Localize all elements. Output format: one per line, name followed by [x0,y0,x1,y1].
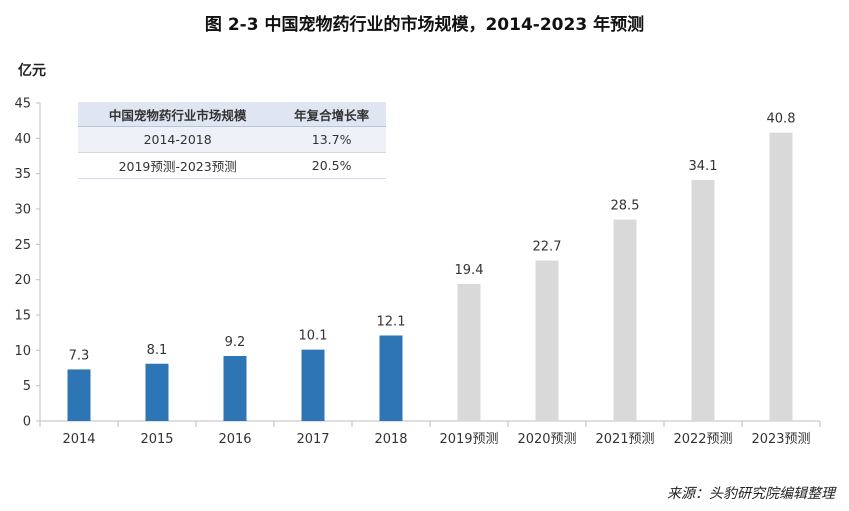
y-tick-label: 15 [14,309,31,324]
x-tick-label: 2018 [374,432,407,447]
x-tick-label: 2020预测 [517,432,576,447]
chart-title: 图 2-3 中国宠物药行业的市场规模，2014-2023 年预测 [204,15,645,35]
x-tick-label: 2019预测 [439,432,498,447]
bar [145,363,169,421]
y-axis-unit-label: 亿元 [18,63,46,79]
x-tick-label: 2016 [218,432,251,447]
y-tick-label: 25 [14,238,31,253]
bar [223,355,247,421]
bar [613,219,637,421]
y-tick-label: 45 [14,97,31,112]
x-tick-label: 2014 [62,432,95,447]
bar [457,283,481,421]
x-tick-label: 2017 [296,432,329,447]
table-row: 2019预测-2023预测 20.5% [78,152,386,179]
y-tick-label: 30 [14,203,31,218]
data-label: 40.8 [767,112,796,127]
bar [691,180,715,421]
bar [535,260,559,421]
table-cell-cagr: 13.7% [277,126,386,153]
data-label: 28.5 [611,199,640,214]
data-label: 19.4 [455,263,484,278]
table-header-cagr: 年复合增长率 [277,102,386,127]
bar [67,369,91,421]
data-label: 12.1 [377,314,406,329]
table-cell-period: 2019预测-2023预测 [78,152,278,179]
bar [379,335,403,421]
data-label: 9.2 [225,335,246,350]
data-label: 22.7 [533,240,562,255]
y-tick-label: 5 [23,379,31,394]
data-label: 8.1 [147,343,168,358]
source-note: 来源：头豹研究院编辑整理 [667,486,835,502]
cagr-table: 中国宠物药行业市场规模 年复合增长率 2014-2018 13.7% 2019预… [78,102,386,179]
table-cell-period: 2014-2018 [78,126,278,153]
bar [301,349,325,421]
y-tick-label: 20 [14,273,31,288]
table-cell-cagr: 20.5% [277,152,386,179]
x-tick-label: 2022预测 [673,432,732,447]
x-tick-label: 2021预测 [595,432,654,447]
table-header-market-size: 中国宠物药行业市场规模 [78,102,278,127]
bar [769,132,793,421]
data-label: 7.3 [69,348,90,363]
y-tick-label: 0 [23,415,31,430]
data-label: 34.1 [689,159,718,174]
data-label: 10.1 [299,329,328,344]
x-tick-label: 2023预测 [751,432,810,447]
table-header-row: 中国宠物药行业市场规模 年复合增长率 [78,102,386,127]
bar-chart: 0 5 10 15 20 25 30 35 40 45 7.3 2014 8.1 2015 9.2 2016 1… [14,97,821,447]
y-tick-label: 10 [14,344,31,359]
y-tick-label: 40 [14,132,31,147]
x-tick-label: 2015 [140,432,173,447]
y-tick-label: 35 [14,167,31,182]
table-row: 2014-2018 13.7% [78,126,386,153]
